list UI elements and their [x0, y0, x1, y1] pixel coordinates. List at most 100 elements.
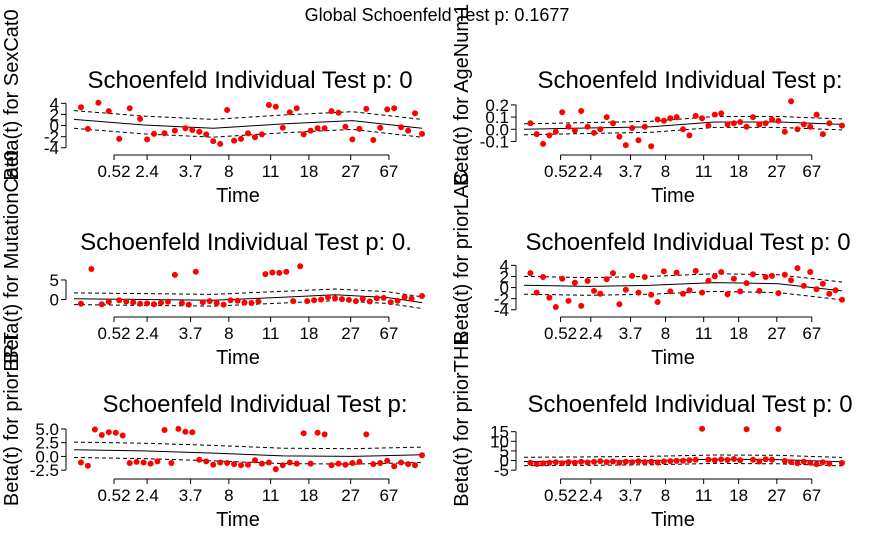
residual-point: [762, 120, 769, 127]
residual-point: [565, 123, 572, 130]
residual-point: [635, 458, 642, 465]
residual-point: [775, 426, 782, 432]
residual-point: [286, 109, 293, 116]
residual-point: [84, 125, 91, 132]
residual-point: [578, 302, 585, 309]
residual-point: [571, 127, 578, 134]
y-tick-label: 0: [500, 452, 509, 471]
residual-point: [781, 271, 788, 278]
residual-point: [533, 461, 540, 467]
residual-point: [161, 427, 168, 433]
residual-point: [667, 288, 674, 295]
x-tick-label: 8: [224, 324, 233, 343]
residual-point: [105, 429, 112, 436]
residual-point: [654, 116, 661, 123]
residual-point: [293, 105, 300, 112]
residual-point: [743, 280, 750, 287]
residual-point: [571, 279, 578, 286]
residual-point: [692, 112, 699, 119]
residual-point: [667, 458, 674, 465]
residual-point: [724, 457, 731, 463]
residual-point: [641, 123, 648, 130]
residual-point: [345, 296, 352, 303]
residual-point: [762, 274, 769, 280]
residual-point: [559, 460, 566, 467]
y-tick-label: 4: [500, 256, 509, 275]
x-tick-label: 3.7: [619, 162, 643, 181]
residual-point: [527, 120, 534, 127]
residual-point: [328, 108, 335, 115]
x-tick-label: 67: [379, 162, 398, 181]
residual-point: [584, 123, 591, 130]
residual-point: [540, 274, 547, 280]
x-tick-label: 18: [299, 162, 318, 181]
x-axis-label: Time: [216, 185, 260, 207]
residual-point: [339, 296, 345, 303]
residual-point: [241, 299, 248, 306]
residual-point: [304, 298, 311, 305]
residual-point: [238, 135, 244, 142]
residual-point: [832, 287, 839, 294]
residual-point: [641, 274, 648, 280]
residual-point: [616, 133, 623, 140]
y-tick-label: 0.2: [485, 96, 509, 115]
residual-point: [84, 462, 91, 469]
residual-point: [203, 131, 210, 138]
residual-point: [321, 431, 328, 438]
y-tick-label: -0.1: [480, 132, 509, 151]
residual-point: [718, 456, 725, 463]
residual-point: [398, 124, 405, 131]
residual-point: [265, 102, 272, 108]
residual-point: [629, 459, 636, 466]
x-tick-label: 3.7: [619, 324, 643, 343]
residual-point: [359, 295, 366, 302]
residual-point: [756, 287, 763, 294]
y-tick-label: 0.0: [35, 447, 59, 466]
residual-point: [91, 426, 98, 433]
residual-point: [680, 290, 686, 297]
y-axis-label: Beta(t) for MutationCat0: [1, 150, 23, 363]
residual-point: [794, 126, 801, 133]
residual-point: [680, 457, 686, 464]
residual-point: [272, 103, 279, 110]
x-tick-label: 11: [695, 486, 713, 505]
y-tick-label: -2.5: [30, 461, 59, 480]
residual-point: [750, 114, 756, 121]
residual-point: [660, 268, 667, 275]
x-tick-label: 2.4: [579, 162, 603, 181]
x-tick-label: 2.4: [579, 486, 603, 505]
residual-point: [616, 459, 623, 466]
residual-point: [105, 298, 112, 305]
y-tick-label: 5: [500, 442, 509, 461]
residual-point: [78, 104, 84, 111]
residual-point: [552, 128, 559, 135]
residual-point: [283, 268, 290, 275]
residual-point: [387, 299, 394, 306]
x-tick-label: 27: [341, 162, 360, 181]
x-tick-label: 3.7: [179, 324, 203, 343]
ci-upper-line: [73, 441, 423, 450]
y-axis-label: Beta(t) for priorLAC: [451, 170, 473, 343]
residual-point: [252, 134, 258, 141]
residual-point: [98, 432, 105, 438]
x-tick-label: 2.4: [579, 324, 603, 343]
residual-point: [552, 304, 559, 310]
residual-point: [349, 460, 356, 466]
y-tick-label: 2: [50, 105, 59, 124]
residual-point: [769, 116, 775, 123]
fit-line: [523, 121, 843, 130]
residual-point: [635, 137, 642, 144]
residual-point: [412, 462, 418, 469]
x-tick-label: 0.52: [97, 324, 130, 343]
residual-point: [349, 136, 356, 143]
residual-point: [158, 299, 164, 306]
y-axis-label: Beta(t) for priorBRT: [1, 332, 23, 506]
y-tick-label: -4: [44, 139, 59, 158]
residual-point: [217, 140, 224, 147]
residual-point: [565, 459, 572, 466]
residual-point: [622, 286, 629, 293]
residual-point: [220, 301, 227, 308]
x-tick-label: 18: [299, 324, 318, 343]
residual-point: [648, 458, 655, 465]
residual-point: [686, 457, 693, 464]
